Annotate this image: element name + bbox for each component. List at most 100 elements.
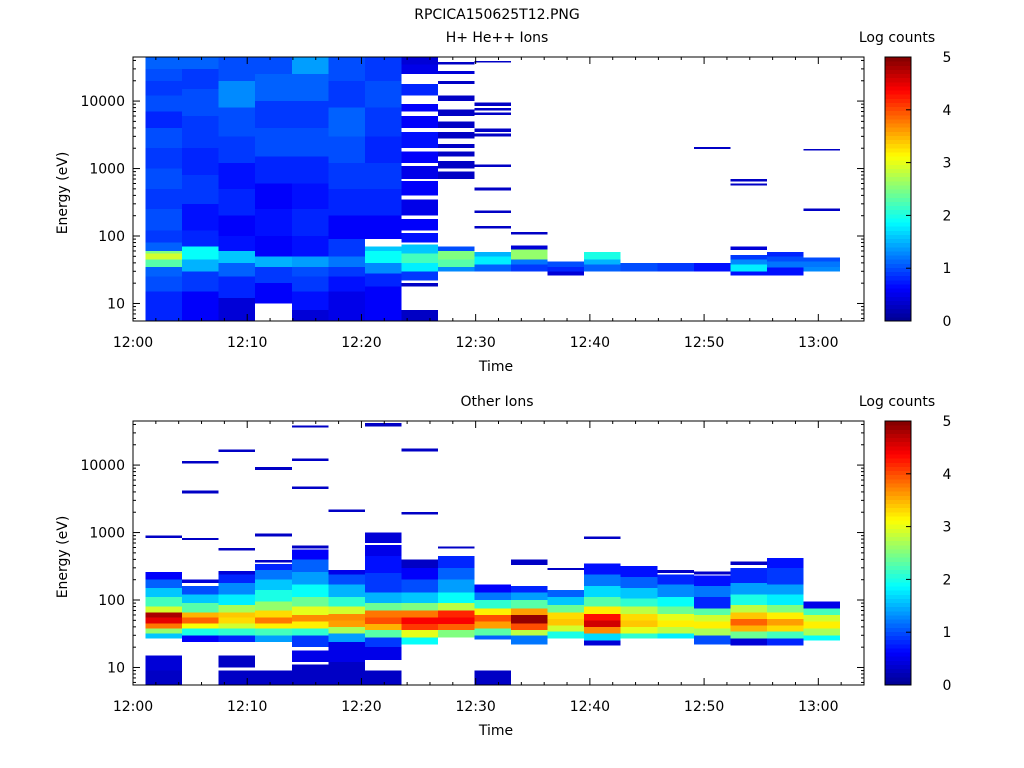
heatmap-cell bbox=[364, 629, 402, 638]
panel-title: Other Ions bbox=[460, 394, 533, 410]
heatmap-cell bbox=[474, 133, 512, 137]
heatmap-cell bbox=[437, 592, 475, 604]
heatmap-cell bbox=[511, 614, 548, 624]
heatmap-cell bbox=[145, 623, 183, 629]
colorbar-segment bbox=[885, 462, 911, 467]
colorbar-segment bbox=[885, 288, 911, 293]
heatmap-cell bbox=[401, 559, 438, 568]
heatmap-cell bbox=[547, 604, 585, 613]
heatmap-cell bbox=[401, 283, 438, 287]
heatmap-cell bbox=[766, 631, 804, 639]
heatmap-cell bbox=[803, 608, 841, 615]
y-tick-label: 10000 bbox=[80, 458, 125, 474]
x-tick-label: 12:00 bbox=[113, 699, 153, 715]
panel-title: H+ He++ Ions bbox=[446, 30, 549, 46]
heatmap-cell bbox=[145, 188, 183, 210]
heatmap-cell bbox=[291, 256, 329, 267]
colorbar-segment bbox=[885, 102, 911, 108]
heatmap-cell bbox=[364, 545, 402, 556]
heatmap-cell bbox=[437, 617, 475, 625]
heatmap-cell bbox=[584, 597, 621, 607]
heatmap-cell bbox=[145, 597, 183, 607]
colorbar-segment bbox=[885, 61, 911, 66]
colorbar-segment bbox=[885, 445, 911, 451]
heatmap-cell bbox=[255, 266, 292, 284]
heatmap-cell bbox=[182, 538, 219, 541]
heatmap-cell bbox=[584, 259, 621, 265]
heatmap-cell bbox=[766, 267, 804, 276]
heatmap-cell bbox=[255, 670, 292, 685]
heatmap-cell bbox=[730, 567, 767, 583]
heatmap-cell bbox=[474, 670, 512, 685]
heatmap-cell bbox=[328, 574, 365, 585]
heatmap-cell bbox=[364, 532, 402, 543]
heatmap-cell bbox=[693, 146, 731, 149]
heatmap-cell bbox=[730, 178, 767, 182]
colorbar-tick-label: 3 bbox=[943, 520, 952, 536]
colorbar-tick-label: 2 bbox=[943, 208, 952, 224]
heatmap-cell bbox=[255, 623, 292, 629]
heatmap-cell bbox=[401, 603, 438, 611]
heatmap-cell bbox=[182, 612, 219, 618]
heatmap-cell bbox=[657, 620, 694, 627]
heatmap-cell bbox=[328, 509, 365, 513]
heatmap-cell bbox=[182, 490, 219, 494]
panel-other-ions: Other Ions Log counts Time Energy (eV) 1… bbox=[55, 394, 952, 739]
colorbar-segment bbox=[885, 312, 911, 318]
heatmap-cell bbox=[364, 262, 402, 274]
heatmap-cell bbox=[511, 586, 548, 593]
heatmap-cell bbox=[364, 57, 402, 81]
heatmap-cell bbox=[364, 610, 402, 618]
heatmap-cell bbox=[182, 246, 219, 260]
colorbar-segment bbox=[885, 283, 911, 289]
colorbar-segment bbox=[885, 156, 911, 161]
heatmap-cell bbox=[291, 597, 329, 607]
colorbar-segment bbox=[885, 656, 911, 661]
heatmap-cell bbox=[401, 448, 438, 452]
heatmap-cell bbox=[437, 160, 475, 169]
heatmap-cell bbox=[803, 261, 841, 267]
heatmap-cell bbox=[766, 584, 804, 595]
x-tick-label: 13:00 bbox=[798, 699, 838, 715]
heatmap-cell bbox=[328, 57, 365, 81]
heatmap-cell bbox=[328, 633, 365, 642]
y-tick-label: 10000 bbox=[80, 94, 125, 110]
colorbar-segment bbox=[885, 532, 911, 538]
heatmap-cell bbox=[474, 102, 512, 106]
heatmap-cell bbox=[803, 148, 841, 151]
heatmap-cell bbox=[730, 259, 767, 265]
heatmap-cell bbox=[328, 626, 365, 634]
heatmap-cell bbox=[145, 253, 183, 260]
heatmap-cell bbox=[328, 291, 365, 321]
heatmap-cell bbox=[182, 291, 219, 321]
heatmap-cell bbox=[730, 612, 767, 620]
heatmap-cell bbox=[803, 266, 841, 272]
colorbar-segment bbox=[885, 610, 911, 616]
heatmap-cell bbox=[145, 95, 183, 112]
heatmap-cell bbox=[437, 567, 475, 580]
heatmap-cell bbox=[401, 579, 438, 593]
heatmap-cell bbox=[401, 262, 438, 272]
heatmap-cell bbox=[291, 183, 329, 210]
heatmap-cell bbox=[584, 614, 621, 621]
heatmap-cell bbox=[511, 608, 548, 615]
heatmap-cell bbox=[730, 246, 767, 251]
heatmap-cell bbox=[474, 226, 512, 229]
heatmap-cell bbox=[730, 604, 767, 613]
heatmap-cell bbox=[328, 584, 365, 598]
heatmap-cell bbox=[218, 136, 256, 164]
colorbar-segment bbox=[885, 561, 911, 566]
colorbar-segment bbox=[885, 127, 911, 132]
heatmap-cell bbox=[291, 57, 329, 75]
heatmap-cell bbox=[255, 579, 292, 591]
colorbar-segment bbox=[885, 106, 911, 112]
heatmap-cell bbox=[766, 261, 804, 268]
heatmap-cell bbox=[364, 423, 402, 427]
colorbar-segment bbox=[885, 230, 911, 235]
heatmap-cell bbox=[693, 262, 731, 272]
heatmap-cell bbox=[547, 261, 585, 267]
heatmap-cell bbox=[401, 104, 438, 112]
heatmap-cell bbox=[364, 246, 402, 251]
colorbar-segment bbox=[885, 143, 911, 149]
colorbar-segment bbox=[885, 647, 911, 653]
